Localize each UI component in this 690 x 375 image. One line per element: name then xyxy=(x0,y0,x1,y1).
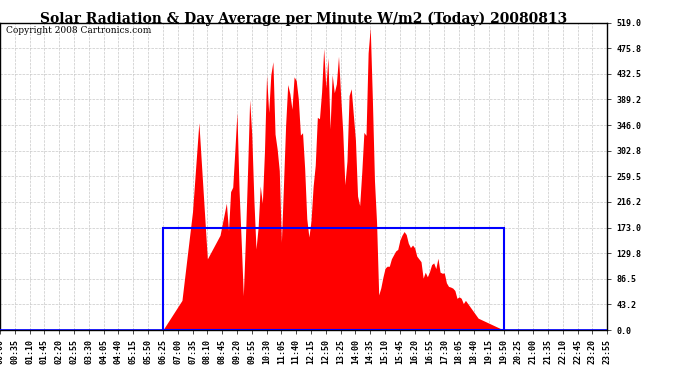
Text: Copyright 2008 Cartronics.com: Copyright 2008 Cartronics.com xyxy=(6,26,151,34)
Text: Solar Radiation & Day Average per Minute W/m2 (Today) 20080813: Solar Radiation & Day Average per Minute… xyxy=(40,11,567,26)
Bar xyxy=(163,228,504,330)
